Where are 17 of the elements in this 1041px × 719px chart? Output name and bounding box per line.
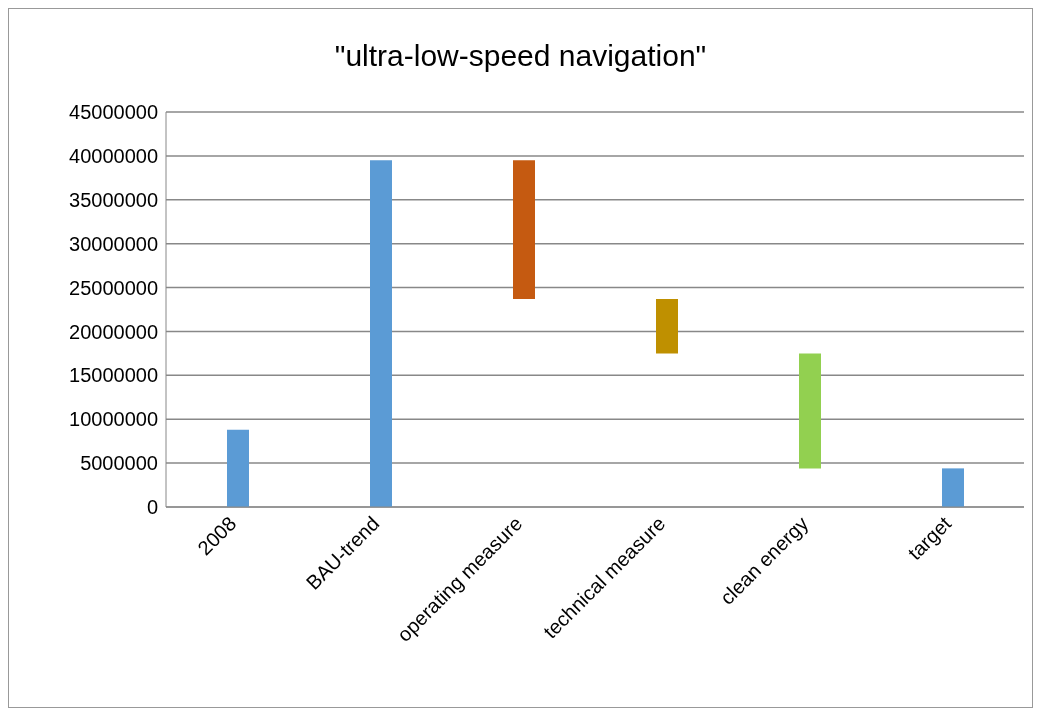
y-tick-label: 10000000 — [69, 408, 158, 431]
y-tick-label: 40000000 — [69, 144, 158, 167]
bar — [942, 468, 964, 507]
bar — [370, 160, 392, 507]
chart-title: "ultra-low-speed navigation" — [333, 39, 708, 73]
bar — [799, 353, 821, 469]
y-tick-label: 35000000 — [69, 188, 158, 211]
y-tick-label: 25000000 — [69, 276, 158, 299]
y-tick-label: 0 — [146, 496, 158, 519]
y-tick-label: 30000000 — [69, 232, 158, 255]
y-tick-label: 15000000 — [69, 364, 158, 387]
y-tick-label: 5000000 — [80, 452, 158, 475]
y-tick-label: 45000000 — [69, 101, 158, 124]
bar — [227, 429, 249, 507]
bar — [513, 160, 535, 299]
y-tick-label: 20000000 — [69, 320, 158, 343]
bar — [656, 298, 678, 354]
